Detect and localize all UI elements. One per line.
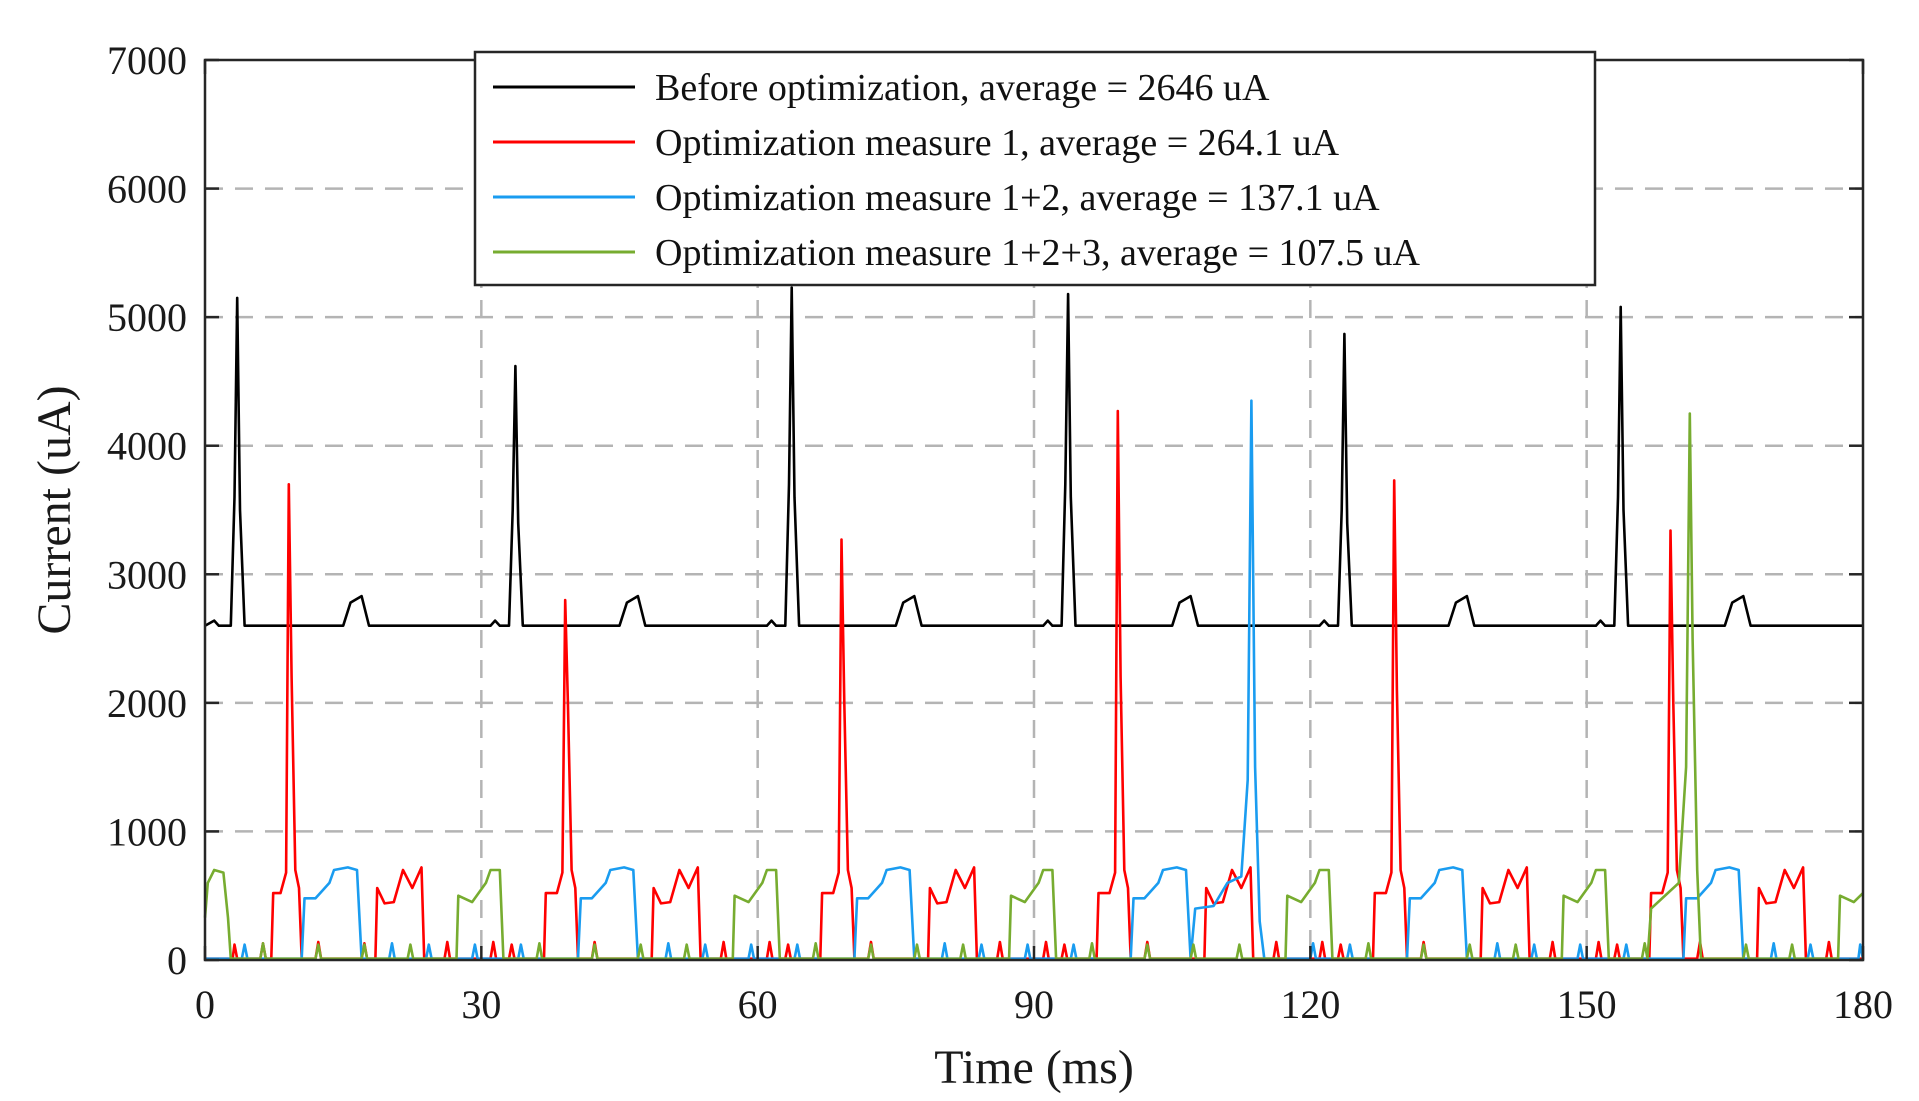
y-tick-label: 7000 xyxy=(107,38,187,83)
x-tick-label: 60 xyxy=(738,982,778,1027)
legend-label-4: Optimization measure 1+2+3, average = 10… xyxy=(655,232,1421,274)
x-tick-label: 120 xyxy=(1280,982,1340,1027)
legend-label-3: Optimization measure 1+2, average = 137.… xyxy=(655,177,1380,219)
series-line-1 xyxy=(204,286,1863,627)
series-line-4 xyxy=(203,412,1864,960)
x-tick-label: 0 xyxy=(195,982,215,1027)
x-tick-label: 180 xyxy=(1833,982,1893,1027)
y-tick-label: 4000 xyxy=(107,424,187,469)
legend-label-2: Optimization measure 1, average = 264.1 … xyxy=(655,122,1340,164)
x-tick-label: 30 xyxy=(461,982,501,1027)
x-tick-labels: 0 30 60 90 120 150 180 xyxy=(195,982,1893,1027)
y-tick-label: 1000 xyxy=(107,809,187,854)
legend-label-1: Before optimization, average = 2646 uA xyxy=(655,67,1270,109)
y-tick-label: 6000 xyxy=(107,167,187,212)
x-axis-title: Time (ms) xyxy=(934,1041,1134,1094)
x-tick-label: 90 xyxy=(1014,982,1054,1027)
series-group xyxy=(203,286,1865,960)
y-tick-label: 0 xyxy=(167,938,187,983)
y-tick-labels: 0 1000 2000 3000 4000 5000 6000 7000 xyxy=(107,38,187,983)
y-axis-title: Current (uA) xyxy=(28,385,81,634)
y-tick-label: 3000 xyxy=(107,552,187,597)
series-line-3 xyxy=(205,399,1865,960)
y-tick-label: 2000 xyxy=(107,681,187,726)
legend-box xyxy=(473,50,1597,287)
y-tick-label: 5000 xyxy=(107,295,187,340)
x-tick-label: 150 xyxy=(1557,982,1617,1027)
legend: Before optimization, average = 2646 uA Op… xyxy=(473,50,1597,287)
